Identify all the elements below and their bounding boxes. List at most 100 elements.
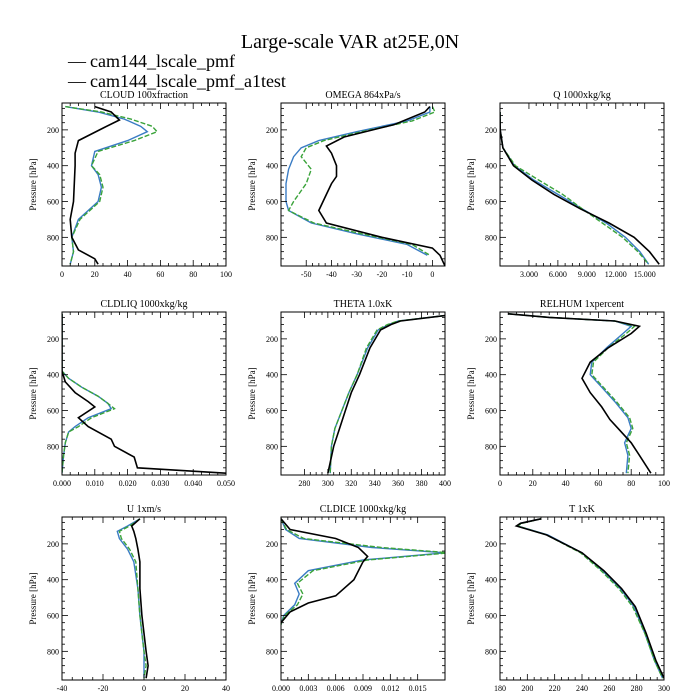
plot-frame <box>499 311 665 476</box>
series-line <box>285 106 431 256</box>
x-tick-label: 100 <box>658 479 670 488</box>
y-tick-label: 600 <box>266 407 278 416</box>
x-tick-label: 0.020 <box>119 479 137 488</box>
series-line <box>65 105 149 265</box>
x-tick-label: 280 <box>631 684 643 693</box>
series-line <box>281 518 445 625</box>
legend: — cam144_lscale_pmf — cam144_lscale_pmf_… <box>67 51 286 91</box>
panel-title: Q 1000xkg/kg <box>553 90 611 101</box>
x-tick-label: 0 <box>430 270 434 279</box>
plot-frame <box>61 311 227 476</box>
x-tick-label: 0.040 <box>184 479 202 488</box>
figure-title: Large-scale VAR at25E,0N <box>241 31 459 53</box>
series-line <box>62 313 226 474</box>
x-tick-label: 0.050 <box>217 479 235 488</box>
y-tick-label: 600 <box>266 198 278 207</box>
y-tick-label: 200 <box>485 126 497 135</box>
x-tick-label: 220 <box>549 684 561 693</box>
y-axis-label: Pressure [hPa] <box>466 158 476 210</box>
x-tick-label: 0 <box>142 684 146 693</box>
y-axis-label: Pressure [hPa] <box>247 158 257 210</box>
series-line <box>62 313 116 474</box>
panel-title: CLDLIQ 1000xkg/kg <box>101 299 188 310</box>
y-tick-label: 400 <box>266 371 278 380</box>
x-tick-label: 6.000 <box>549 270 567 279</box>
y-tick-label: 600 <box>47 612 59 621</box>
y-tick-label: 400 <box>47 371 59 380</box>
x-tick-label: 400 <box>439 479 451 488</box>
legend-symbol: — <box>67 71 87 91</box>
y-axis-label: Pressure [hPa] <box>247 572 257 624</box>
panel-title: U 1xm/s <box>127 504 161 515</box>
x-tick-label: 20 <box>529 479 537 488</box>
x-tick-label: 340 <box>369 479 381 488</box>
y-tick-label: 600 <box>485 198 497 207</box>
x-tick-label: 200 <box>521 684 533 693</box>
x-tick-label: 0.030 <box>151 479 169 488</box>
x-tick-label: 280 <box>298 479 310 488</box>
y-tick-label: 400 <box>47 162 59 171</box>
x-tick-label: 0.003 <box>299 684 317 693</box>
y-tick-label: 200 <box>266 540 278 549</box>
panel-title: RELHUM 1xpercent <box>540 299 624 310</box>
x-tick-label: 0.006 <box>327 684 345 693</box>
x-tick-label: 20 <box>91 270 99 279</box>
x-tick-label: 0.009 <box>354 684 372 693</box>
series-line <box>327 314 445 474</box>
y-tick-label: 800 <box>485 647 497 656</box>
x-tick-label: 0.000 <box>272 684 290 693</box>
series-line <box>500 111 650 265</box>
panel: CLOUD 100xfraction Pressure [hPa] 0 20 40 60 8… <box>28 90 232 279</box>
x-tick-label: -30 <box>351 270 362 279</box>
y-axis-label: Pressure [hPa] <box>28 572 38 624</box>
panel-title: T 1xK <box>569 504 595 515</box>
y-tick-label: 800 <box>47 647 59 656</box>
x-tick-label: 80 <box>189 270 197 279</box>
x-tick-label: 15.000 <box>634 270 656 279</box>
series-line <box>514 518 664 679</box>
plot-frame <box>499 516 665 681</box>
y-tick-label: 600 <box>266 612 278 621</box>
panels: CLOUD 100xfraction Pressure [hPa] 0 20 40 60 8… <box>28 90 670 693</box>
y-axis-label: Pressure [hPa] <box>466 367 476 419</box>
x-tick-label: -40 <box>326 270 337 279</box>
series-line <box>500 111 660 265</box>
x-tick-label: 60 <box>156 270 164 279</box>
series-line <box>62 313 113 474</box>
plot-frame <box>280 311 446 476</box>
plot-frame <box>499 102 665 267</box>
x-tick-label: 80 <box>627 479 635 488</box>
series-line <box>508 313 636 474</box>
panel: U 1xm/s Pressure [hPa] -40 -20 0 20 40 200 400 60… <box>28 504 230 693</box>
legend-symbol: — <box>67 51 87 71</box>
panel: THETA 1.0xK Pressure [hPa] 280 300 320 340 360… <box>247 299 451 488</box>
y-tick-label: 400 <box>485 371 497 380</box>
y-axis-label: Pressure [hPa] <box>466 572 476 624</box>
panel-title: CLOUD 100xfraction <box>100 90 188 101</box>
y-tick-label: 600 <box>485 612 497 621</box>
x-tick-label: 100 <box>220 270 232 279</box>
x-tick-label: 20 <box>181 684 189 693</box>
plot-frame <box>280 516 446 681</box>
y-tick-label: 200 <box>485 540 497 549</box>
x-tick-label: -20 <box>377 270 388 279</box>
panel-title: OMEGA 864xPa/s <box>325 90 400 101</box>
legend-entry-blue: — cam144_lscale_pmf <box>67 51 235 71</box>
y-tick-label: 600 <box>47 407 59 416</box>
y-tick-label: 800 <box>485 442 497 451</box>
series-line <box>317 106 445 266</box>
x-tick-label: 360 <box>392 479 404 488</box>
x-tick-label: 320 <box>345 479 357 488</box>
y-tick-label: 400 <box>47 576 59 585</box>
x-tick-label: 0 <box>498 479 502 488</box>
series-line <box>516 518 664 679</box>
x-tick-label: 9.000 <box>578 270 596 279</box>
y-tick-label: 800 <box>266 647 278 656</box>
series-line <box>281 518 445 625</box>
x-tick-label: 260 <box>603 684 615 693</box>
x-tick-label: 3.000 <box>520 270 538 279</box>
series-line <box>65 105 159 265</box>
legend-label: cam144_lscale_pmf_a1test <box>90 71 286 91</box>
series-line <box>329 314 445 474</box>
